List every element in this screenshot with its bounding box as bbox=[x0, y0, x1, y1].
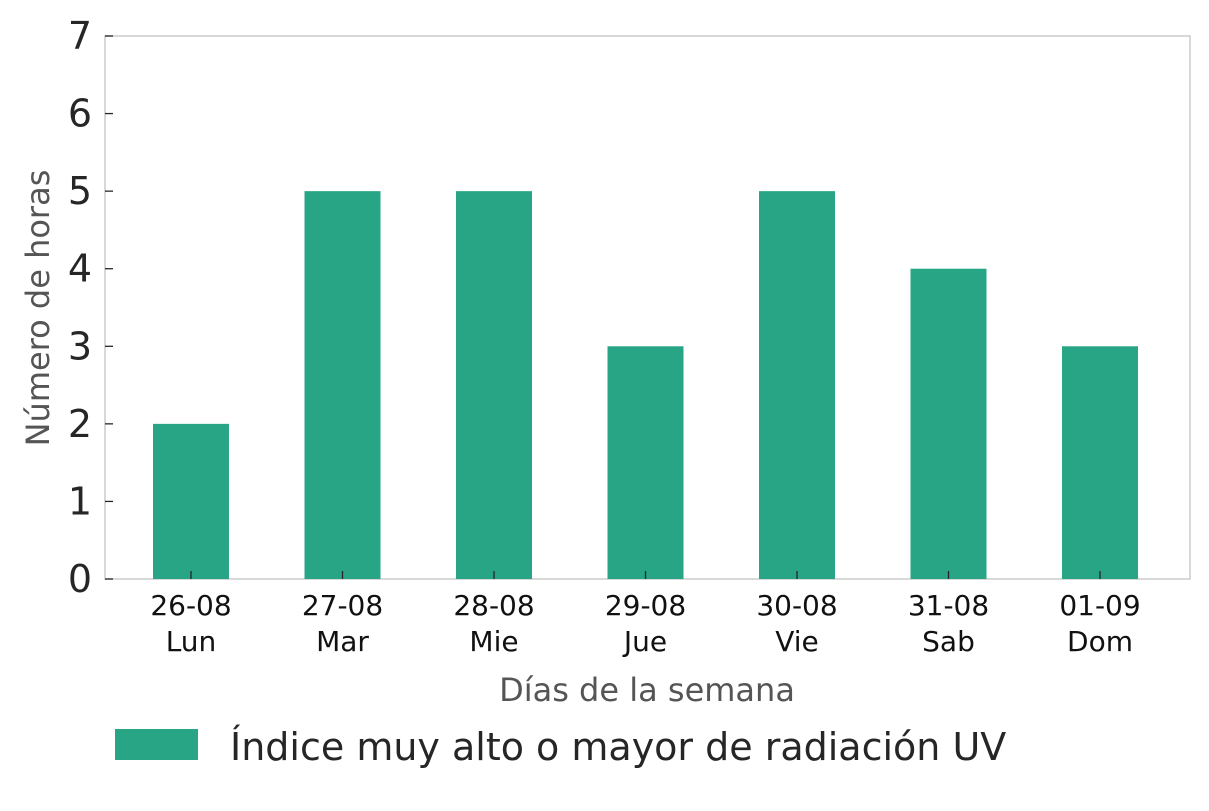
x-tick-label-day: Mar bbox=[316, 625, 369, 658]
y-tick-label: 0 bbox=[68, 557, 92, 601]
bar bbox=[1062, 346, 1138, 579]
y-tick-label: 5 bbox=[68, 169, 92, 213]
bar bbox=[607, 346, 684, 579]
bar bbox=[456, 191, 532, 579]
bar bbox=[153, 423, 229, 579]
legend-label: Índice muy alto o mayor de radiación UV bbox=[230, 725, 1006, 769]
legend: Índice muy alto o mayor de radiación UV bbox=[115, 725, 1006, 769]
x-tick-label-date: 26-08 bbox=[150, 589, 231, 622]
bars-layer bbox=[153, 191, 1138, 579]
x-tick-label-day: Dom bbox=[1067, 625, 1133, 658]
x-tick-label-date: 28-08 bbox=[453, 589, 534, 622]
y-tick-label: 2 bbox=[68, 402, 92, 446]
y-ticks: 0 1 2 3 4 5 6 7 bbox=[68, 14, 113, 601]
x-tick-label-day: Mie bbox=[469, 625, 518, 658]
x-tick-label-date: 29-08 bbox=[605, 589, 686, 622]
x-tick-label-day: Lun bbox=[166, 625, 217, 658]
y-tick-label: 6 bbox=[68, 92, 92, 136]
x-tick-label-date: 31-08 bbox=[908, 589, 989, 622]
x-tick-label-day: Sab bbox=[922, 625, 975, 658]
x-tick-label-day: Vie bbox=[775, 625, 819, 658]
y-axis-label: Número de horas bbox=[19, 170, 57, 447]
legend-swatch bbox=[115, 729, 198, 760]
x-axis-label: Días de la semana bbox=[499, 671, 795, 709]
bar bbox=[910, 268, 987, 579]
y-tick-label: 1 bbox=[68, 479, 92, 523]
y-tick-label: 7 bbox=[68, 14, 92, 58]
x-tick-label-date: 30-08 bbox=[756, 589, 837, 622]
bar bbox=[759, 191, 835, 579]
bar bbox=[304, 191, 381, 579]
y-tick-label: 4 bbox=[68, 247, 92, 291]
y-tick-label: 3 bbox=[68, 324, 92, 368]
x-tick-label-day: Jue bbox=[622, 625, 667, 658]
x-tick-label-date: 01-09 bbox=[1059, 589, 1140, 622]
x-tick-label-date: 27-08 bbox=[302, 589, 383, 622]
